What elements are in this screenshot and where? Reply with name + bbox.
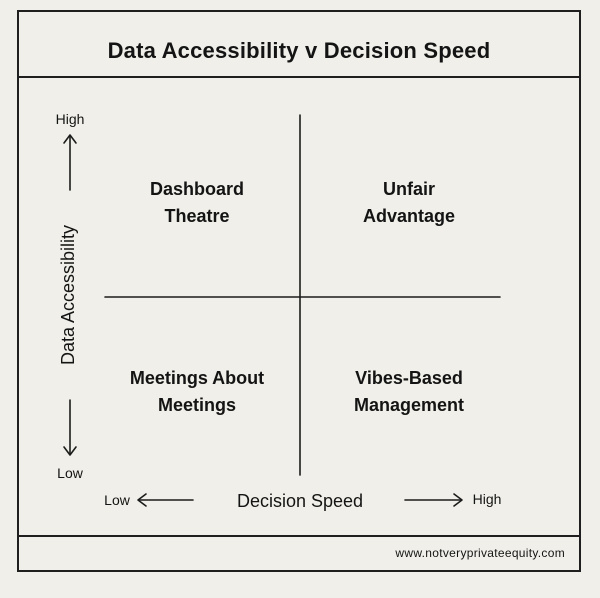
quadrant-grid: [63, 114, 501, 507]
y-axis-high-label: High: [55, 111, 85, 127]
page-title: Data Accessibility v Decision Speed: [107, 38, 491, 63]
x-axis-right-arrow: [404, 493, 463, 507]
x-axis-left-arrow: [137, 493, 194, 507]
outer-frame: [17, 10, 581, 572]
title-divider: [17, 76, 581, 78]
x-axis-title: Decision Speed: [236, 491, 364, 511]
quadrant-bottom-right-label: Vibes-Based Management: [353, 368, 465, 415]
y-axis-up-arrow: [63, 134, 77, 191]
y-axis-title: Data Accessibility: [58, 224, 78, 366]
quadrant-top-left-label: Dashboard Theatre: [149, 179, 245, 226]
x-axis-low-label: Low: [104, 492, 130, 508]
quadrant-bottom-left-label: Meetings About Meetings: [129, 368, 265, 415]
footer-url: www.notveryprivateequity.com: [395, 546, 565, 560]
footer-divider: [17, 535, 581, 537]
y-axis-down-arrow: [63, 399, 77, 456]
quadrant-top-right-label: Unfair Advantage: [362, 179, 456, 226]
x-axis-high-label: High: [472, 491, 502, 507]
y-axis-low-label: Low: [57, 465, 83, 481]
